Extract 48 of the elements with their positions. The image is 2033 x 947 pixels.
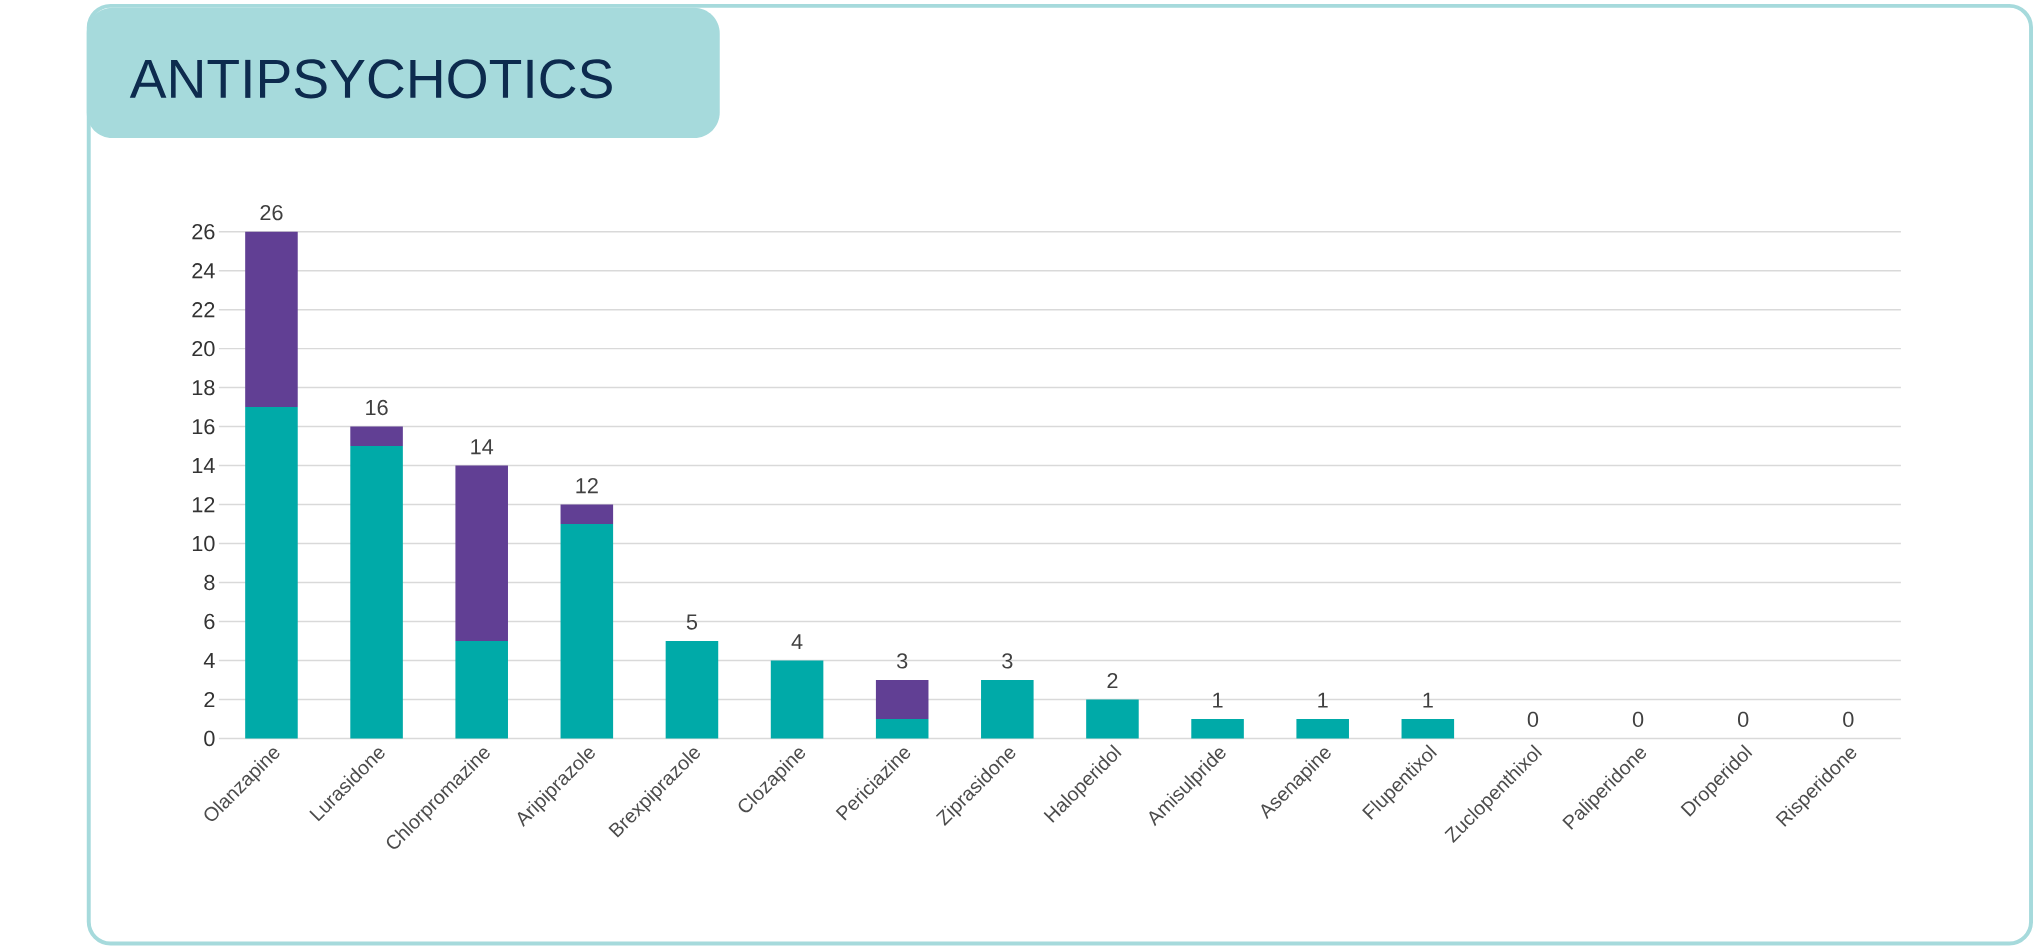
bar	[875, 718, 929, 739]
y-tick-label: 12	[192, 496, 215, 512]
bar	[1401, 718, 1455, 739]
y-tick-label: 20	[192, 340, 215, 357]
total-label: 0	[1843, 711, 1854, 727]
total-label: 0	[1632, 711, 1644, 727]
bar	[1191, 718, 1244, 739]
y-tick-label: 4	[203, 652, 215, 668]
bar	[1296, 718, 1349, 739]
bar	[455, 465, 508, 641]
bar	[560, 504, 614, 524]
y-tick-label: 2	[204, 691, 215, 707]
y-tick-label: 18	[192, 379, 215, 396]
total-label: 4	[791, 633, 803, 649]
y-tick-label: 8	[204, 574, 215, 590]
y-tick-label: 22	[192, 301, 215, 317]
total-label: 16	[366, 399, 388, 415]
y-tick-label: 26	[192, 223, 215, 240]
y-tick-label: 0	[204, 730, 215, 746]
chart-title: ANTIPSYCHOTICS	[129, 59, 612, 99]
bar	[1086, 699, 1139, 739]
bar	[981, 679, 1034, 739]
bar	[560, 523, 614, 739]
bar	[455, 640, 508, 739]
bar	[665, 640, 719, 739]
total-label: 26	[260, 204, 283, 221]
y-tick-label: 24	[192, 262, 215, 279]
bar	[245, 406, 298, 739]
total-label: 0	[1738, 711, 1749, 727]
total-label: 1	[1423, 692, 1433, 708]
total-label: 1	[1318, 692, 1328, 708]
total-label: 0	[1527, 711, 1539, 727]
y-tick-label: 16	[192, 418, 215, 435]
bar	[770, 660, 824, 739]
bar	[245, 231, 298, 407]
total-label: 3	[1002, 653, 1013, 669]
total-label: 3	[896, 653, 908, 669]
y-tick-label: 6	[204, 613, 215, 629]
total-label: 14	[471, 439, 494, 454]
bar	[350, 426, 403, 446]
y-tick-label: 10	[192, 535, 215, 551]
bar	[875, 679, 929, 719]
y-tick-label: 14	[192, 457, 215, 473]
total-label: 5	[686, 614, 698, 630]
total-label: 2	[1107, 672, 1118, 688]
total-label: 1	[1213, 692, 1223, 708]
bar	[350, 445, 403, 739]
total-label: 12	[576, 477, 598, 493]
